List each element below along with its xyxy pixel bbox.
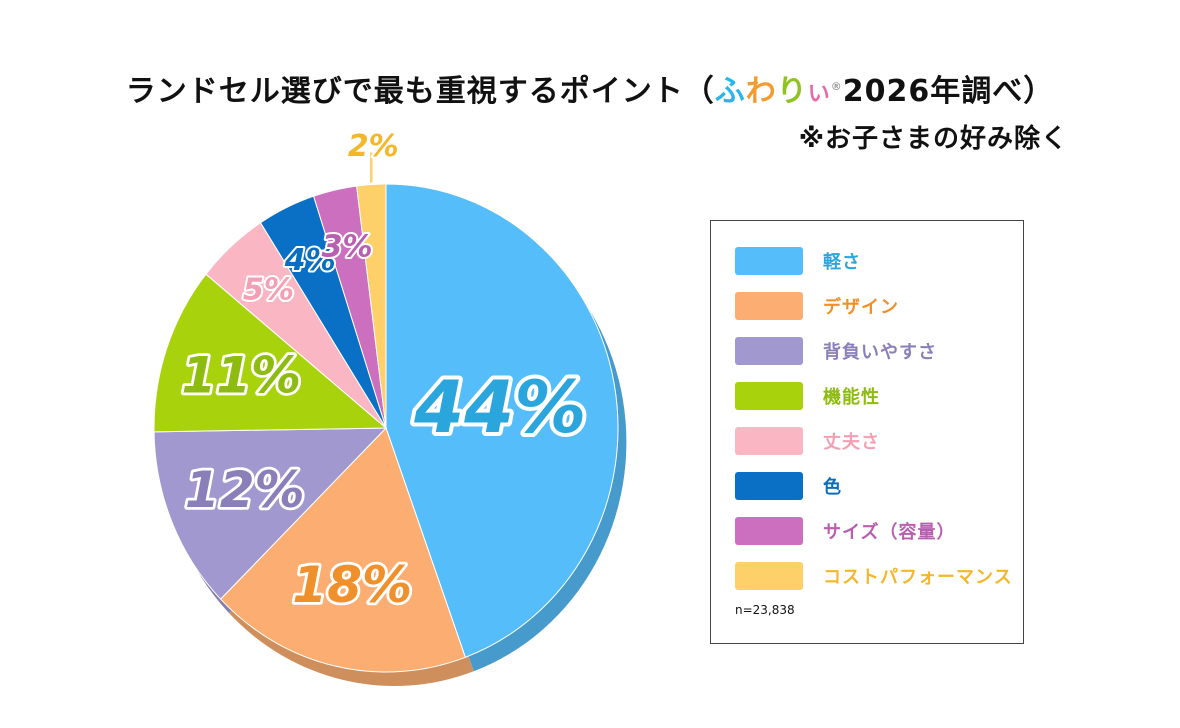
- slice-label-5: 5%: [243, 272, 294, 307]
- legend: 軽さデザイン背負いやすさ 機能性丈夫さ色サイズ（容量） コストパフォーマンス n=2…: [710, 220, 1024, 644]
- title-suffix: 2026年調べ）: [842, 74, 1055, 109]
- pie-slice-8: [356, 183, 387, 429]
- pie-slice-1: [385, 183, 619, 658]
- legend-swatch: [735, 247, 803, 275]
- legend-item-1: 軽さ: [735, 245, 861, 277]
- legend-swatch: [735, 292, 803, 320]
- brand-char-3: り: [776, 74, 808, 109]
- legend-item-5: 丈夫さ: [735, 425, 880, 457]
- title-prefix: ランドセル選びで最も重視するポイント（: [125, 74, 715, 109]
- legend-swatch: [735, 517, 803, 545]
- legend-swatch: [735, 427, 803, 455]
- legend-label: サイズ（容量）: [823, 522, 956, 543]
- legend-label: 軽さ: [823, 252, 861, 273]
- legend-item-8: コストパフォーマンス: [735, 560, 1013, 592]
- pie-slice-2: [219, 427, 466, 673]
- legend-item-6: 色: [735, 470, 842, 502]
- slice-label-6: 4%: [284, 243, 336, 278]
- brand-logo: ふわりい®: [715, 74, 843, 109]
- pie-labels: 44% 18% 12% 11% 5%4%3% 2%: [179, 127, 591, 617]
- legend-label: 色: [823, 477, 842, 498]
- chart-title: ランドセル選びで最も重視するポイント（ふわりい®2026年調べ）: [0, 66, 1180, 110]
- legend-swatch: [735, 472, 803, 500]
- slice-label-2: 18%: [292, 556, 412, 614]
- registered-mark: ®: [830, 80, 843, 93]
- slice-label-7: 3%: [322, 230, 373, 265]
- brand-char-2: わ: [745, 74, 777, 109]
- chart-subtitle: ※お子さまの好み除く: [798, 124, 1068, 154]
- brand-char-1: ふ: [714, 74, 746, 109]
- pie-slice-3: [153, 427, 388, 600]
- legend-label: デザイン: [823, 297, 899, 318]
- legend-swatch: [735, 562, 803, 590]
- legend-label: コストパフォーマンス: [823, 567, 1013, 588]
- legend-swatch: [735, 382, 803, 410]
- legend-label: 丈夫さ: [823, 432, 880, 453]
- brand-char-4: い: [807, 82, 831, 107]
- legend-item-4: 機能性: [735, 380, 880, 412]
- legend-item-7: サイズ（容量）: [735, 515, 955, 547]
- slice-label-3: 12%: [185, 461, 305, 519]
- legend-label: 機能性: [823, 387, 880, 408]
- sample-size-note: n=23,838: [735, 603, 795, 617]
- slice-label-4: 11%: [181, 346, 301, 404]
- slice-label-1: 44%: [413, 365, 586, 449]
- pie-slices: [153, 183, 619, 673]
- legend-label: 背負いやすさ: [823, 342, 937, 363]
- legend-item-2: デザイン: [735, 290, 899, 322]
- pie-slice-4: [153, 273, 388, 433]
- legend-item-3: 背負いやすさ: [735, 335, 937, 367]
- slice-label-8: 2%: [348, 129, 399, 164]
- legend-swatch: [735, 337, 803, 365]
